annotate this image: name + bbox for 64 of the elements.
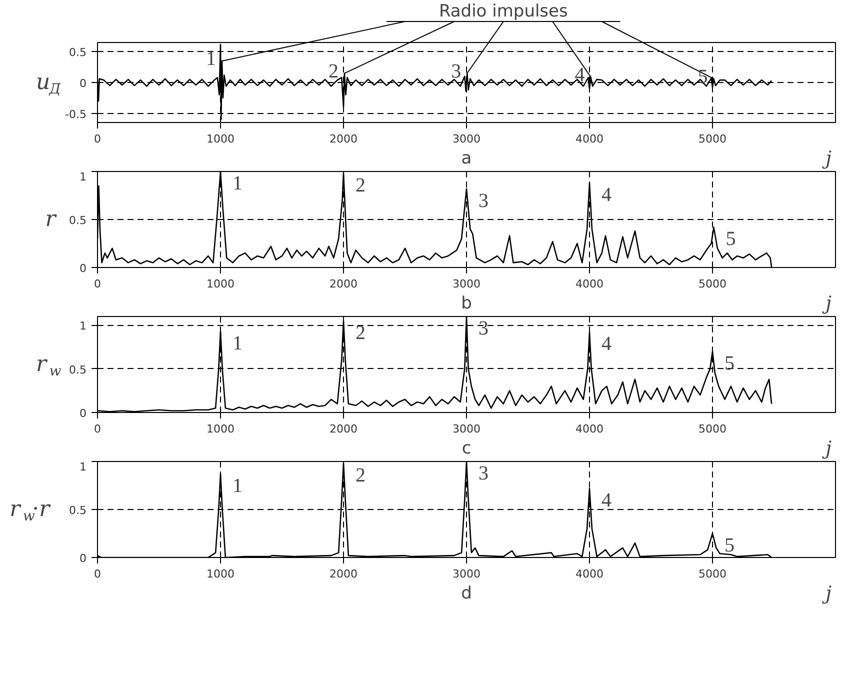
y-axis-title: r bbox=[45, 207, 58, 232]
text: c bbox=[462, 438, 472, 458]
x-axis-title: j bbox=[822, 292, 832, 314]
y-tick-label: 0.5 bbox=[69, 363, 87, 376]
x-tick-label: 3000 bbox=[452, 422, 481, 436]
x-tick-label: 3000 bbox=[452, 568, 481, 580]
x-axis-title: j bbox=[822, 438, 832, 460]
x-axis-title: j bbox=[822, 582, 832, 604]
y-tick-label: 0.5 bbox=[69, 504, 87, 517]
x-tick-label: 3000 bbox=[452, 132, 481, 146]
x-tick-label: 4000 bbox=[576, 278, 604, 290]
x-tick-label: 2000 bbox=[330, 568, 358, 580]
y-tick-label: -0.5 bbox=[65, 108, 87, 121]
text: d bbox=[461, 584, 472, 604]
x-tick-label: 3000 bbox=[452, 278, 481, 290]
x-tick-label: 1000 bbox=[206, 132, 235, 146]
text: b bbox=[461, 294, 472, 314]
x-tick-label: 5000 bbox=[698, 568, 727, 580]
x-tick-label: 0 bbox=[94, 132, 101, 146]
y-tick-label: 0 bbox=[80, 407, 86, 420]
annotation: 2 bbox=[328, 60, 338, 82]
x-tick-label: 0 bbox=[94, 568, 101, 580]
x-tick-label: 5000 bbox=[698, 132, 727, 146]
annotation: 3 bbox=[478, 462, 488, 484]
x-tick-label: 4000 bbox=[576, 422, 604, 436]
x-tick-label: 1000 bbox=[206, 278, 235, 290]
x-tick-label: 2000 bbox=[330, 422, 358, 436]
annotation: 4 bbox=[574, 64, 585, 86]
annotation: 2 bbox=[356, 174, 366, 196]
annotation: 2 bbox=[356, 464, 366, 486]
annotation: 1 bbox=[206, 48, 216, 70]
y-tick-label: 0 bbox=[80, 552, 86, 565]
annotation: 5 bbox=[724, 534, 734, 556]
annotation: 3 bbox=[478, 190, 488, 212]
x-tick-label: 2000 bbox=[330, 132, 358, 146]
y-tick-label: 0 bbox=[80, 77, 86, 90]
text: Radio impulses bbox=[438, 1, 568, 22]
annotation: 4 bbox=[602, 489, 612, 512]
x-tick-label: 5000 bbox=[698, 278, 727, 290]
y-tick-label: 1 bbox=[80, 320, 86, 333]
y-tick-label: 0 bbox=[80, 262, 86, 275]
annotation: 3 bbox=[451, 60, 462, 82]
y-tick-label: 0.5 bbox=[69, 46, 87, 60]
x-tick-label: 1000 bbox=[206, 422, 235, 436]
x-tick-label: 4000 bbox=[576, 132, 604, 146]
x-tick-label: 2000 bbox=[330, 278, 358, 290]
annotation: 1 bbox=[232, 332, 242, 354]
x-tick-label: 0 bbox=[94, 278, 101, 290]
annotation: 3 bbox=[478, 318, 488, 340]
x-tick-label: 0 bbox=[94, 422, 101, 436]
x-tick-label: 5000 bbox=[698, 422, 727, 436]
x-axis-title: j bbox=[822, 148, 832, 170]
x-tick-label: 1000 bbox=[206, 568, 235, 580]
annotation: 1 bbox=[232, 474, 242, 497]
x-tick-label: 4000 bbox=[576, 568, 604, 580]
y-tick-label: 1 bbox=[80, 170, 86, 184]
annotation: 4 bbox=[602, 333, 612, 356]
annotation: 1 bbox=[232, 172, 242, 194]
annotation: 5 bbox=[726, 228, 736, 250]
annotation: 4 bbox=[602, 184, 612, 206]
y-tick-label: 1 bbox=[80, 460, 86, 474]
y-tick-label: 0.5 bbox=[69, 214, 87, 227]
text: a bbox=[461, 148, 472, 168]
annotation: 2 bbox=[356, 322, 366, 344]
